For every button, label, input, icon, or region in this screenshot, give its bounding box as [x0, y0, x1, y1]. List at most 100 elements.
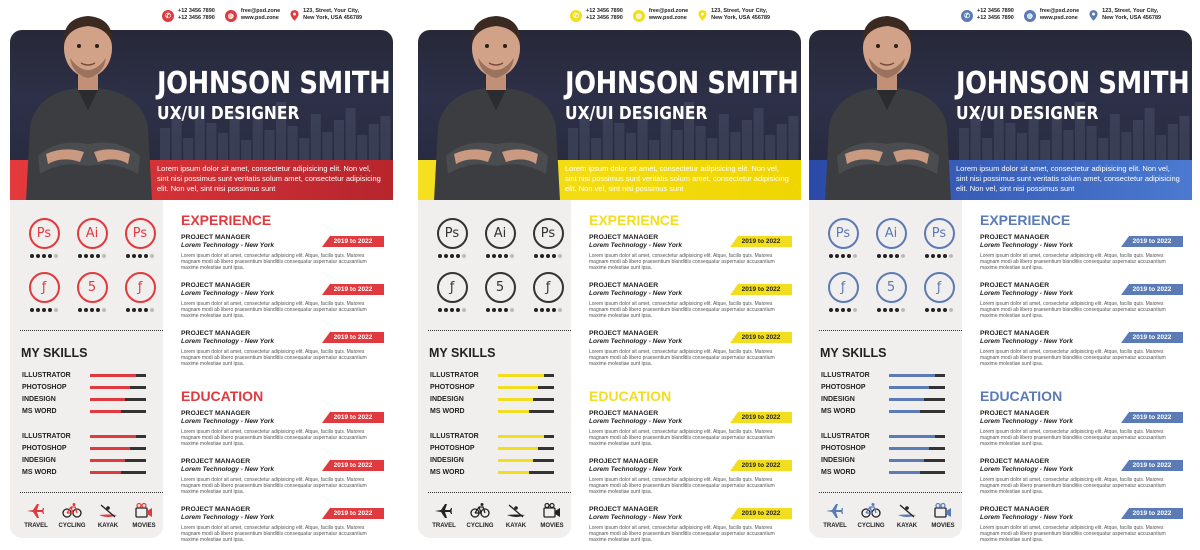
- job-company: Lorem Technology - New York: [980, 418, 1073, 425]
- candidate-role: UX/UI DESIGNER: [565, 103, 708, 124]
- job-entry: PROJECT MANAGER Lorem Technology - New Yo…: [181, 410, 386, 452]
- rating-dot: [438, 308, 442, 312]
- photoshop-icon: Ps: [28, 218, 60, 249]
- skill-bar-fill: [889, 410, 920, 414]
- job-description: Lorem ipsum dolor sit amet, consectetur …: [980, 349, 1166, 368]
- rating-dot: [144, 308, 148, 312]
- rating-dot: [552, 254, 556, 258]
- contact-text: free@psd.zone www.psd.zone: [241, 8, 280, 22]
- job-description: Lorem ipsum dolor sit amet, consectetur …: [980, 525, 1166, 544]
- job-entry: PROJECT MANAGER Lorem Technology - New Yo…: [980, 506, 1185, 548]
- rating-dot: [132, 308, 136, 312]
- rating-dot: [937, 308, 941, 312]
- skill-bar: [889, 458, 945, 462]
- skill-label: ILLUSTRATOR: [821, 371, 870, 379]
- skill-bar-fill: [498, 373, 544, 377]
- rating-dot: [450, 254, 454, 258]
- contact-line: www.psd.zone: [1039, 15, 1078, 21]
- software-icons: Ps Ai Ps ƒ 5 ƒ: [20, 218, 160, 312]
- rating-dot: [504, 254, 508, 258]
- job-title: PROJECT MANAGER: [181, 234, 251, 241]
- rating-dot: [853, 254, 857, 258]
- resume-card: ✆ +12 3456 7890 +12 3456 7890 ◍ free@psd.zon…: [418, 0, 801, 550]
- job-company: Lorem Technology - New York: [589, 290, 682, 297]
- city-skyline-graphic: [568, 102, 799, 168]
- divider: [428, 330, 571, 331]
- skill-bar-fill: [498, 397, 533, 401]
- rating-dot: [456, 308, 460, 312]
- software-icons: Ps Ai Ps ƒ 5 ƒ: [819, 218, 959, 312]
- phone-icon: ✆: [961, 10, 973, 22]
- rating-dot: [835, 254, 839, 258]
- job-title: PROJECT MANAGER: [181, 506, 251, 513]
- education-heading: EDUCATION: [181, 388, 264, 404]
- rating-dot: [943, 308, 947, 312]
- flash-icon: ƒ: [827, 272, 859, 303]
- rating-dot: [883, 254, 887, 258]
- hobby-label: KAYAK: [505, 523, 527, 529]
- skills-heading: MY SKILLS: [21, 346, 88, 360]
- flash-icon: ƒ: [28, 272, 60, 303]
- job-description: Lorem ipsum dolor sit amet, consectetur …: [980, 477, 1166, 496]
- job-date-badge: 2019 to 2022: [322, 284, 384, 295]
- hobby-item: KAYAK: [92, 502, 124, 529]
- skill-label: MS WORD: [821, 408, 856, 416]
- sidebar: Ps Ai Ps ƒ 5 ƒ MY SKILLS ILLUSTRATOR PHOTOSHOP IN…: [10, 200, 163, 538]
- job-title: PROJECT MANAGER: [181, 458, 251, 465]
- skill-bar: [498, 471, 554, 475]
- hobby-label: TRAVEL: [24, 523, 48, 529]
- illustrator-icon: Ai: [484, 218, 516, 249]
- job-description: Lorem ipsum dolor sit amet, consectetur …: [589, 253, 775, 272]
- skill-row: PHOTOSHOP: [430, 381, 560, 393]
- photoshop-icon: Ps: [124, 218, 156, 249]
- rating-dot: [847, 308, 851, 312]
- rating-dot: [498, 254, 502, 258]
- skill-bar-fill: [889, 397, 924, 401]
- software-item: Ps: [116, 218, 164, 258]
- education-heading: EDUCATION: [980, 388, 1063, 404]
- experience-heading: EXPERIENCE: [980, 212, 1071, 228]
- contact-line: free@psd.zone: [648, 8, 689, 14]
- job-title: PROJECT MANAGER: [181, 282, 251, 289]
- skill-bar-fill: [889, 385, 930, 389]
- skill-bar-fill: [889, 434, 935, 438]
- job-company: Lorem Technology - New York: [181, 290, 274, 297]
- hobby-item: CYCLING: [464, 502, 496, 529]
- job-entry: PROJECT MANAGER Lorem Technology - New Yo…: [589, 234, 794, 276]
- intro-text: Lorem ipsum dolor sit amet, consectetur …: [157, 164, 381, 193]
- globe-icon: ◍: [224, 10, 237, 22]
- skill-row: MS WORD: [430, 467, 560, 479]
- job-title: PROJECT MANAGER: [980, 458, 1050, 465]
- skill-bar: [889, 373, 945, 377]
- hobby-label: TRAVEL: [823, 523, 847, 529]
- job-company: Lorem Technology - New York: [980, 242, 1073, 249]
- contact-text: free@psd.zone www.psd.zone: [1040, 8, 1079, 22]
- skill-row: MS WORD: [821, 467, 951, 479]
- rating-dot: [558, 308, 562, 312]
- rating-dot: [444, 308, 448, 312]
- rating-dots: [925, 308, 953, 312]
- skill-row: MS WORD: [430, 406, 560, 418]
- phone-icon: ✆: [162, 10, 174, 22]
- skill-row: MS WORD: [821, 406, 951, 418]
- rating-dot: [36, 254, 40, 258]
- rating-dot: [462, 308, 466, 312]
- software-item: ƒ: [524, 272, 572, 312]
- job-description: Lorem ipsum dolor sit amet, consectetur …: [589, 429, 775, 448]
- contact-line: free@psd.zone: [240, 8, 281, 14]
- job-company: Lorem Technology - New York: [980, 466, 1073, 473]
- hobby-item: MOVIES: [927, 502, 959, 529]
- skill-row: INDESIGN: [22, 393, 152, 405]
- contact-text: 123, Street, Your City, New York, USA 456…: [711, 8, 770, 22]
- contact-bar: ✆ +12 3456 7890 +12 3456 7890 ◍ free@psd.zon…: [961, 8, 1161, 28]
- software-item: 5: [68, 272, 116, 312]
- divider: [20, 330, 163, 331]
- main-column: EXPERIENCE PROJECT MANAGER Lorem Technolog…: [181, 212, 386, 548]
- job-description: Lorem ipsum dolor sit amet, consectetur …: [181, 477, 367, 496]
- contact-line: New York, USA 456789: [1102, 15, 1162, 21]
- rating-dot: [895, 308, 899, 312]
- job-title: PROJECT MANAGER: [589, 234, 659, 241]
- skill-bar-fill: [889, 373, 935, 377]
- job-company: Lorem Technology - New York: [589, 466, 682, 473]
- hobby-label: CYCLING: [58, 523, 86, 529]
